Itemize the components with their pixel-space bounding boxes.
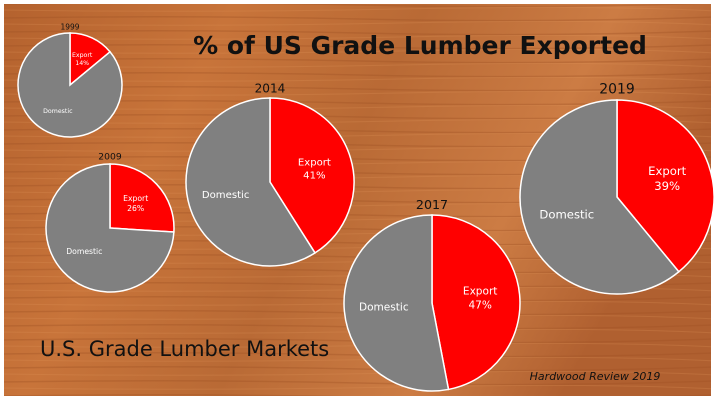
source-note: Hardwood Review 2019: [530, 370, 661, 383]
slice-label: Export: [648, 164, 686, 178]
pie-slice: [616, 99, 715, 273]
pie-title: 2019: [599, 82, 635, 98]
pie-title: 2009: [98, 152, 122, 163]
slice-value: 39%: [654, 179, 680, 193]
pie-slice: [431, 214, 521, 391]
pie-title: 1999: [60, 22, 79, 31]
slice-value: 14%: [75, 60, 89, 67]
slice-label: Export: [463, 286, 498, 298]
pies: 1999Export14%Domestic2009Export26%Domest…: [17, 22, 715, 392]
slice-label: Domestic: [66, 247, 102, 256]
slice-label: Export: [72, 52, 93, 59]
pie-slice: [45, 163, 175, 293]
pie-title: 2017: [416, 197, 448, 212]
chart-title: % of US Grade Lumber Exported: [193, 31, 647, 60]
slice-label: Export: [298, 158, 331, 169]
pie-slice: [519, 99, 680, 295]
slice-label: Export: [123, 194, 148, 203]
slice-value: 47%: [468, 299, 491, 311]
pie-slice: [343, 214, 450, 392]
slice-value: 41%: [303, 171, 326, 182]
subtitle: U.S. Grade Lumber Markets: [40, 337, 329, 361]
slice-label: Domestic: [539, 208, 594, 222]
pie-slice: [185, 97, 317, 267]
pie-slice: [109, 163, 175, 233]
slice-label: Domestic: [43, 108, 73, 115]
pie-title: 2014: [255, 81, 286, 95]
slice-label: Domestic: [359, 302, 409, 314]
slice-value: 26%: [127, 204, 144, 213]
pie-slice: [17, 32, 123, 138]
slice-label: Domestic: [202, 190, 250, 201]
